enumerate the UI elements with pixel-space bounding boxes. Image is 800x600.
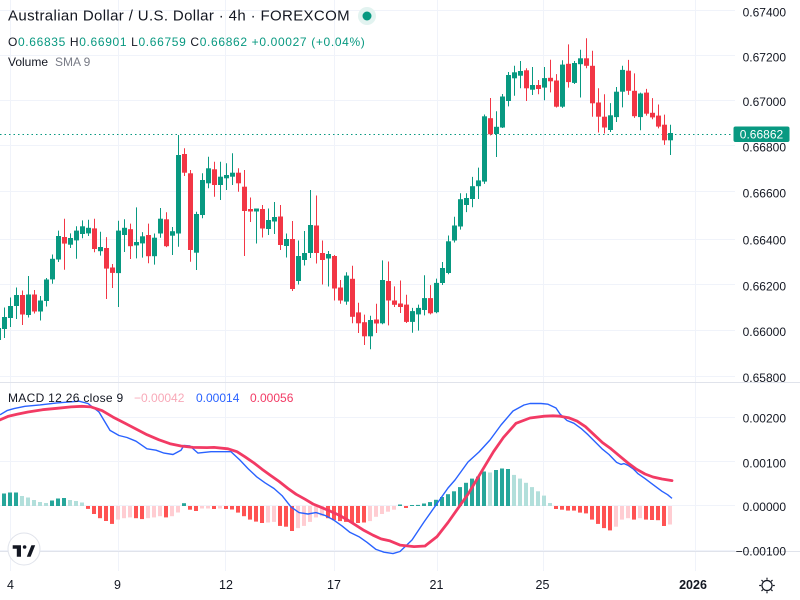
svg-text:0.65800: 0.65800 [743,371,787,385]
svg-text:O0.66835 H0.66901 L0.66759 C0.: O0.66835 H0.66901 L0.66759 C0.66862 +0.0… [8,35,365,49]
svg-text:0.00200: 0.00200 [743,412,787,426]
svg-text:Australian Dollar / U.S. Dolla: Australian Dollar / U.S. Dollar · 4h · F… [8,8,350,25]
svg-text:0.66800: 0.66800 [743,141,787,155]
svg-text:SMA 9: SMA 9 [55,55,91,69]
svg-text:0.00014: 0.00014 [196,391,240,405]
svg-text:0.66400: 0.66400 [743,234,787,248]
svg-text:0.66000: 0.66000 [743,325,787,339]
svg-text:0.67000: 0.67000 [743,95,787,109]
svg-text:21: 21 [430,578,444,592]
svg-text:2026: 2026 [679,578,707,592]
svg-text:0.67200: 0.67200 [743,51,787,65]
svg-text:0.00056: 0.00056 [250,391,294,405]
svg-text:−0.00100: −0.00100 [736,545,787,559]
svg-text:0.00100: 0.00100 [743,456,787,470]
svg-text:0.00000: 0.00000 [743,500,787,514]
svg-text:4: 4 [7,578,14,592]
svg-text:0.67400: 0.67400 [743,6,787,20]
svg-text:MACD 12 26 close 9: MACD 12 26 close 9 [8,391,123,405]
svg-text:12: 12 [219,578,233,592]
svg-text:0.66862: 0.66862 [740,128,784,142]
svg-text:17: 17 [327,578,341,592]
svg-text:0.66200: 0.66200 [743,279,787,293]
svg-text:25: 25 [536,578,550,592]
svg-text:9: 9 [114,578,121,592]
svg-text:Volume: Volume [8,55,48,69]
svg-text:0.66600: 0.66600 [743,187,787,201]
svg-text:−0.00042: −0.00042 [134,391,185,405]
